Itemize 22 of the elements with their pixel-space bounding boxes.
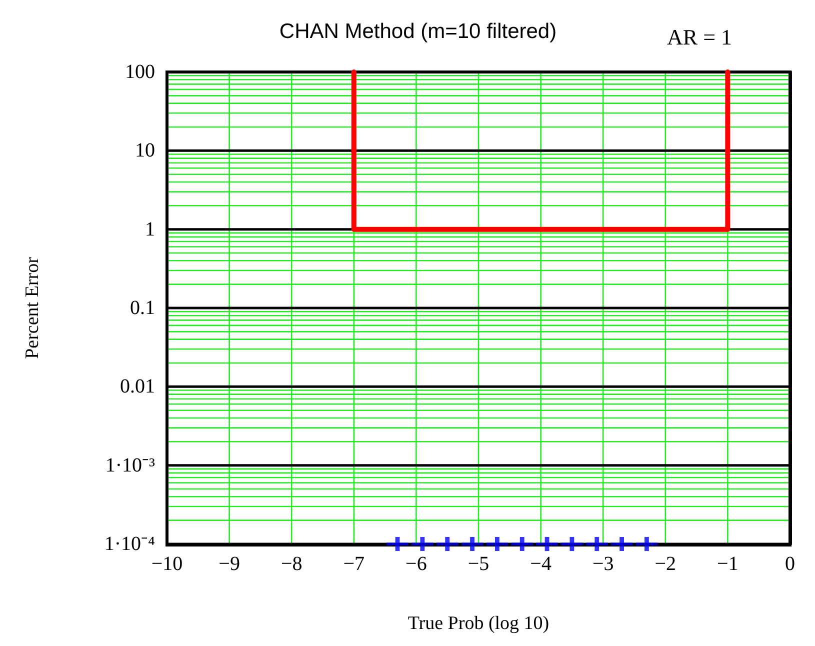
y-tick-label: 0.1 — [130, 297, 155, 319]
x-tick-label: −4 — [530, 553, 552, 575]
y-tick-label: 0.01 — [120, 376, 155, 398]
y-tick-label: 10 — [135, 140, 155, 162]
x-tick-label: 0 — [785, 553, 795, 575]
x-tick-label: −6 — [406, 553, 427, 575]
x-tick-label: −7 — [343, 553, 365, 575]
x-tick-label: −2 — [654, 553, 676, 575]
x-tick-label: −3 — [592, 553, 614, 575]
x-tick-label: −5 — [468, 553, 490, 575]
x-tick-label: −8 — [280, 553, 302, 575]
text: AR = 1 — [667, 24, 732, 50]
y-axis-title: Percent Error — [22, 256, 43, 359]
x-tick-label: −10 — [151, 553, 183, 575]
y-tick-label: 1·10⁻⁴ — [104, 533, 156, 555]
chart-title: CHAN Method (m=10 filtered) — [279, 20, 557, 43]
x-tick-label: −9 — [218, 553, 240, 575]
x-axis-title: True Prob (log 10) — [408, 613, 550, 634]
y-tick-label: 1 — [145, 218, 155, 240]
y-tick-label: 100 — [125, 61, 155, 83]
y-tick-label: 1·10⁻³ — [105, 454, 156, 476]
x-tick-label: −1 — [717, 553, 738, 575]
